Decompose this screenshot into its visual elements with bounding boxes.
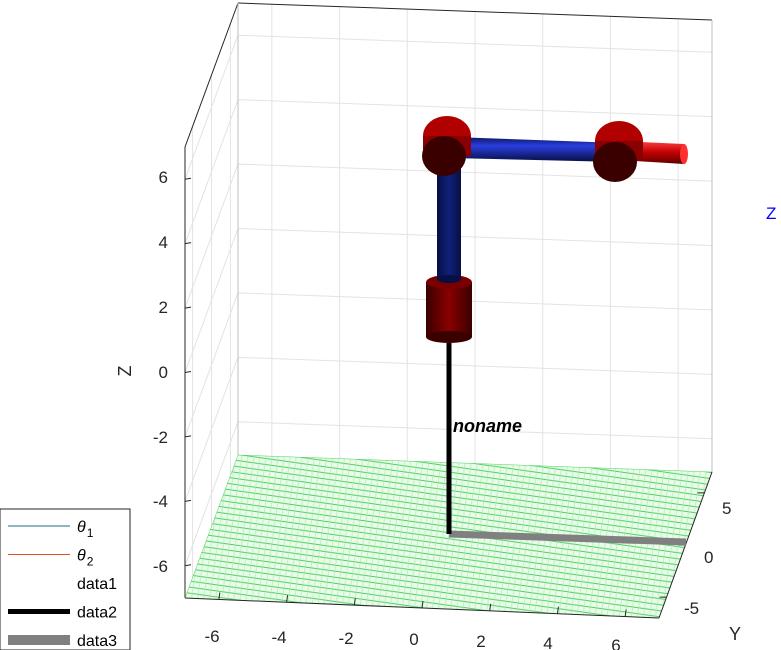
shoulder-joint xyxy=(422,116,471,176)
z-tick-label: -4 xyxy=(153,492,168,511)
base-joint xyxy=(426,275,472,343)
legend-label: data1 xyxy=(77,576,117,593)
z-tick xyxy=(184,242,192,245)
box-edge-top-back xyxy=(237,2,713,21)
z-tick-label: -2 xyxy=(153,428,168,447)
x-tick xyxy=(218,592,221,600)
x-tick-label: 0 xyxy=(409,630,418,649)
box-edge-top-left xyxy=(184,2,239,148)
x-tick-labels: -6 -4 -2 0 2 4 6 xyxy=(204,627,620,650)
z-tick-label: 2 xyxy=(159,298,168,317)
z-tick-label: -6 xyxy=(153,557,168,576)
grid-lines xyxy=(184,4,713,578)
x-tick-label: -4 xyxy=(271,628,286,647)
axis-marker-z: Z xyxy=(766,204,776,223)
z-tick xyxy=(184,371,192,373)
x-tick xyxy=(421,600,424,609)
link-1-vertical xyxy=(437,162,461,283)
y-tick-label: -5 xyxy=(684,599,699,618)
z-tick-label: 0 xyxy=(159,363,168,382)
x-tick-label: -2 xyxy=(338,629,353,648)
z-tick xyxy=(184,564,192,567)
x-tick xyxy=(489,603,492,611)
z-tick xyxy=(184,177,192,180)
x-tick-label: 2 xyxy=(476,632,485,650)
tick-marks xyxy=(184,177,705,617)
shadow-line-data3 xyxy=(448,530,687,546)
z-tick xyxy=(184,435,192,438)
legend-subscript: 1 xyxy=(87,526,94,540)
z-tick xyxy=(184,306,192,309)
legend-subscript: 2 xyxy=(87,555,94,569)
z-tick-label: 4 xyxy=(159,233,168,252)
robot-name-label: noname xyxy=(453,416,522,436)
robot-arm: noname xyxy=(422,116,688,546)
legend-label: data3 xyxy=(77,633,117,650)
x-tick-label: 4 xyxy=(543,634,552,650)
elbow-joint xyxy=(593,121,643,182)
z-axis-label: Z xyxy=(115,366,135,377)
x-tick xyxy=(353,598,356,606)
y-tick-label: 0 xyxy=(704,548,713,567)
y-tick-label: 5 xyxy=(722,499,731,518)
legend-box xyxy=(0,508,131,650)
z-tick xyxy=(184,499,192,502)
link-2-horizontal xyxy=(452,137,620,162)
x-tick-label: -6 xyxy=(204,627,219,646)
legend-label: data2 xyxy=(77,605,117,622)
x-tick xyxy=(624,609,627,617)
y-axis-label: Y xyxy=(729,624,741,644)
z-tick-label: 6 xyxy=(159,168,168,187)
z-tick-labels: 6 4 2 0 -2 -4 -6 xyxy=(153,168,168,576)
y-tick-labels: 5 0 -5 xyxy=(684,499,731,618)
x-tick xyxy=(286,595,289,603)
x-tick-label: 6 xyxy=(611,636,620,650)
x-tick xyxy=(556,606,559,614)
